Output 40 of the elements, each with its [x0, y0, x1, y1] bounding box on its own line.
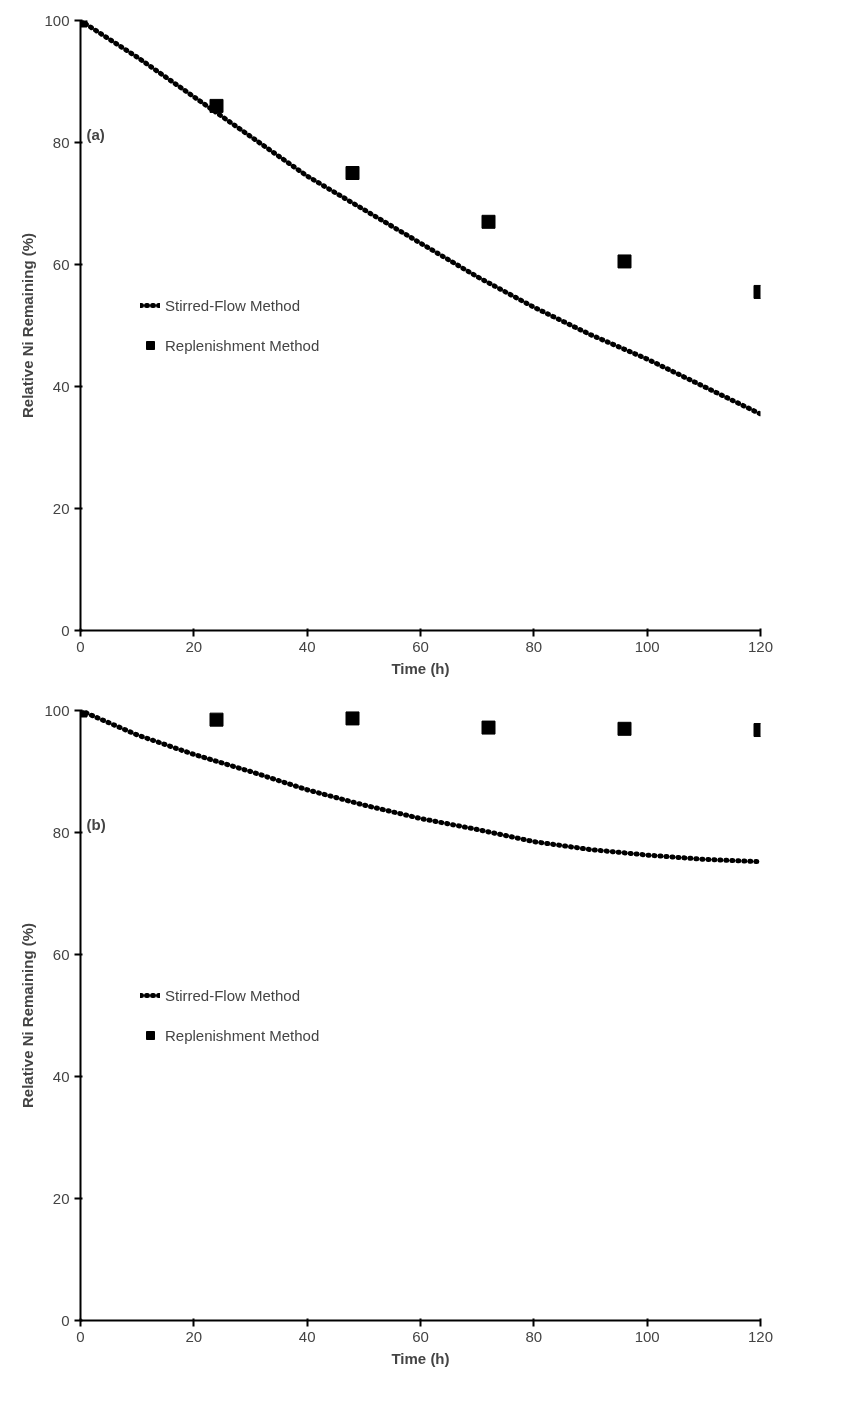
legend-label: Replenishment Method: [165, 1026, 320, 1044]
point: [345, 166, 360, 180]
text: (b): [86, 815, 106, 833]
x-tick-label: 0: [76, 1327, 85, 1345]
x-tick-label: 40: [298, 637, 316, 655]
x-tick-label: 40: [298, 1327, 316, 1345]
y-tick-label: 100: [44, 701, 70, 719]
x-tick-label: 20: [185, 1327, 203, 1345]
point: [617, 254, 632, 269]
y-tick-label: 60: [52, 255, 70, 273]
y-tick-label: 100: [44, 11, 70, 29]
x-tick-label: 120: [747, 637, 774, 655]
x-tick-label: 0: [76, 637, 85, 655]
y-tick-label: 0: [61, 1311, 70, 1329]
x-tick-label: 100: [634, 637, 660, 655]
y-tick-label: 20: [52, 499, 70, 517]
y-tick-label: 0: [61, 621, 70, 639]
y-tick-label: 40: [52, 1067, 70, 1085]
x-tick-label: 20: [185, 637, 203, 655]
x-axis-title: Time (h): [391, 659, 450, 677]
x-tick-label: 120: [747, 1327, 774, 1345]
y-tick-label: 60: [52, 945, 70, 963]
y-tick-label: 80: [52, 823, 70, 841]
x-axis-title: Time (h): [391, 1349, 450, 1367]
y-tick-label: 80: [52, 133, 70, 151]
x-tick-label: 60: [412, 1327, 429, 1345]
legend-label: Stirred-Flow Method: [165, 296, 301, 314]
x-tick-label: 80: [525, 1327, 543, 1345]
x-tick-label: 80: [525, 637, 543, 655]
point: [481, 214, 496, 229]
y-axis-title: Relative Ni Remaining (%): [19, 922, 37, 1109]
x-tick-label: 100: [634, 1327, 660, 1345]
point: [209, 98, 224, 113]
legend-label: Stirred-Flow Method: [165, 986, 301, 1004]
y-tick-label: 40: [52, 377, 70, 395]
text: (a): [86, 125, 105, 143]
y-tick-label: 20: [52, 1189, 70, 1207]
x-tick-label: 60: [412, 637, 429, 655]
legend-label: Replenishment Method: [165, 336, 320, 354]
y-axis-title: Relative Ni Remaining (%): [19, 232, 37, 419]
